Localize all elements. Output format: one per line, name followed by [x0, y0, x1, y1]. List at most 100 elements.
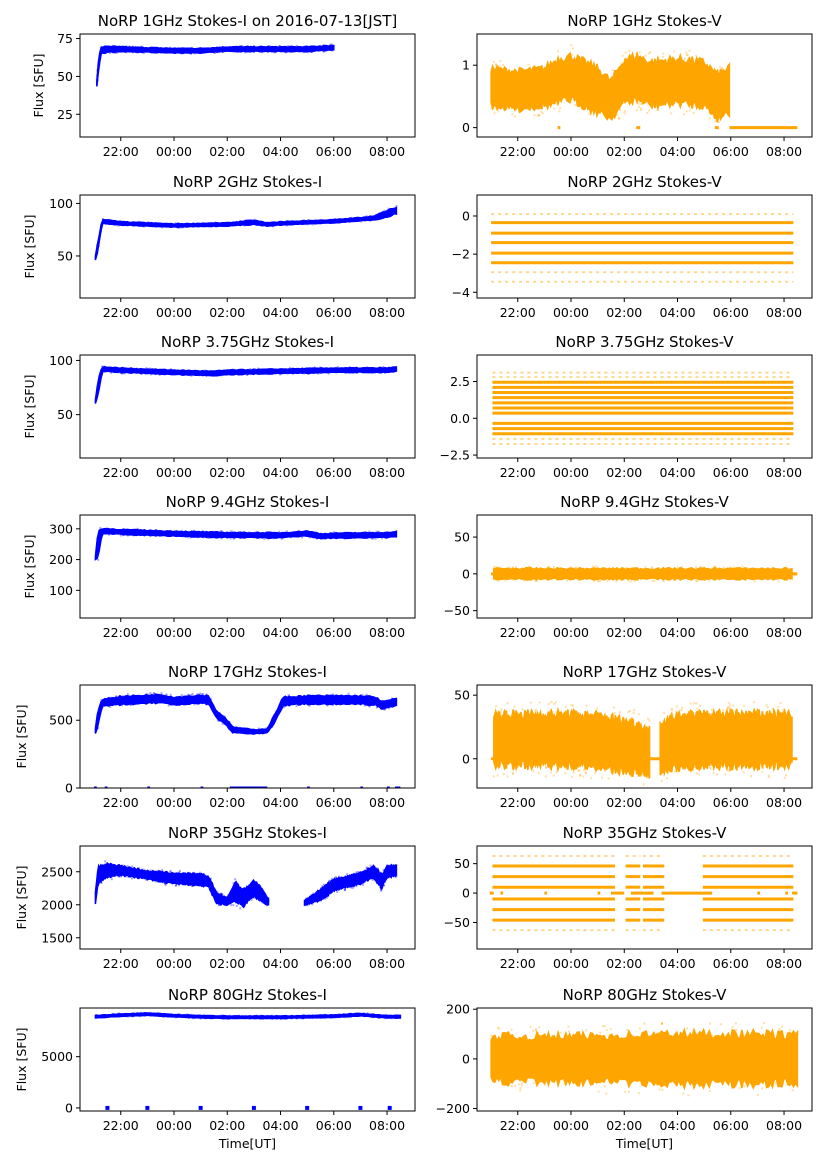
- data-band-point: [100, 881, 103, 884]
- data-band-point: [711, 708, 714, 711]
- x-tick-label: 06:00: [316, 305, 352, 320]
- data-band-point: [492, 60, 495, 63]
- chart-panel-14: 22:00 00:00 02:00 04:00 06:00 08:00 −200 0 200 No…: [436, 986, 813, 1151]
- data-band-point: [217, 904, 220, 907]
- data-band-point: [534, 708, 537, 711]
- data-band-point: [760, 1026, 763, 1029]
- data-band-point: [188, 693, 191, 696]
- data-band-point: [246, 374, 249, 377]
- data-band-point: [169, 368, 172, 371]
- data-band-point: [582, 775, 585, 778]
- data-band-point: [136, 527, 139, 530]
- x-tick-label: 22:00: [103, 144, 139, 159]
- data-band-point: [593, 579, 596, 582]
- data-band-point: [145, 878, 148, 881]
- data-band-point: [156, 870, 159, 873]
- x-tick-label: 02:00: [209, 795, 245, 810]
- x-tick-label: 06:00: [316, 1118, 352, 1133]
- data-band-point: [553, 107, 556, 110]
- x-tick-label: 02:00: [606, 144, 642, 159]
- data-band-2-point: [382, 868, 385, 871]
- y-tick-label: 2.5: [450, 374, 470, 389]
- data-band-point: [577, 769, 580, 772]
- data-band-point: [371, 537, 374, 540]
- data-band-point: [516, 766, 519, 769]
- data-band-2-point: [343, 889, 346, 892]
- data-band-point: [571, 47, 574, 50]
- data-band-point: [641, 773, 644, 776]
- y-tick-label: 25: [57, 107, 73, 122]
- data-band-point: [149, 367, 152, 370]
- x-tick-label: 04:00: [263, 625, 299, 640]
- data-band-point: [326, 704, 329, 707]
- data-band-point: [528, 565, 531, 568]
- data-band: [490, 1027, 799, 1091]
- x-tick-label: 02:00: [606, 956, 642, 971]
- data-band-point: [329, 43, 332, 46]
- data-band: [659, 707, 793, 776]
- data-band-point: [766, 706, 769, 709]
- data-band-point: [221, 893, 224, 896]
- data-band-point: [728, 704, 731, 707]
- data-band-point: [719, 66, 722, 69]
- data-band-point: [693, 702, 696, 705]
- data-band-point: [490, 1034, 493, 1037]
- chart-panel-4: 22:00 00:00 02:00 04:00 06:00 08:00 −4 −2 0 NoRP …: [452, 173, 813, 320]
- data-band-point: [520, 1084, 523, 1087]
- chart-title: NoRP 9.4GHz Stokes-I: [166, 493, 330, 511]
- data-band-point: [257, 727, 260, 730]
- chart-title: NoRP 17GHz Stokes-V: [563, 663, 728, 681]
- data-band-point: [513, 705, 516, 708]
- data-band-point: [662, 52, 665, 55]
- x-tick-label: 08:00: [369, 625, 405, 640]
- data-band-point: [567, 1025, 570, 1028]
- data-band-point: [732, 704, 735, 707]
- data-band: [94, 1012, 402, 1020]
- data-band-point: [110, 371, 113, 374]
- data-band-point: [648, 719, 651, 722]
- data-band-point: [550, 701, 553, 704]
- data-band-point: [253, 896, 256, 899]
- data-band-point: [510, 1085, 513, 1088]
- x-tick-label: 02:00: [606, 1118, 642, 1133]
- data-band-point: [603, 1025, 606, 1028]
- data-band-point: [711, 1034, 714, 1037]
- x-tick-label: 06:00: [316, 625, 352, 640]
- data-band-point: [782, 708, 785, 711]
- data-band-point: [642, 783, 645, 786]
- chart-panel-5: 22:00 00:00 02:00 04:00 06:00 08:00 50 100 NoRP …: [22, 333, 416, 480]
- x-tick-label: 02:00: [209, 465, 245, 480]
- data-band-point: [574, 566, 577, 569]
- data-band-point: [536, 114, 539, 117]
- data-zero-point: [305, 1105, 310, 1110]
- axes-frame: [79, 845, 416, 950]
- data-band-point: [590, 777, 593, 780]
- data-band-point: [303, 372, 306, 375]
- data-band-point: [563, 1082, 566, 1085]
- x-tick-label: 08:00: [766, 305, 802, 320]
- data-band-point: [101, 365, 104, 368]
- data-band-point: [760, 1087, 763, 1090]
- data-band-2-point: [361, 883, 364, 886]
- y-tick-label: −4: [452, 285, 470, 300]
- data-zero-point: [105, 1105, 110, 1110]
- data-band-point: [721, 67, 724, 70]
- data-band-point: [619, 108, 622, 111]
- data-band-point: [279, 373, 282, 376]
- data-band-point: [496, 774, 499, 777]
- data-band-point: [504, 579, 507, 582]
- plot-area: [490, 44, 798, 130]
- data-band-point: [771, 708, 774, 711]
- data-band-point: [375, 530, 378, 533]
- x-tick-label: 22:00: [103, 795, 139, 810]
- x-tick-label: 06:00: [713, 465, 749, 480]
- data-band-point: [239, 907, 242, 910]
- x-tick-label: 08:00: [369, 465, 405, 480]
- data-band-point: [714, 120, 717, 123]
- data-band-point: [187, 536, 190, 539]
- data-band-point: [579, 774, 582, 777]
- data-band-point: [221, 722, 224, 725]
- data-band-point: [278, 530, 281, 533]
- x-tick-label: 00:00: [553, 465, 589, 480]
- data-band-2: [303, 863, 398, 906]
